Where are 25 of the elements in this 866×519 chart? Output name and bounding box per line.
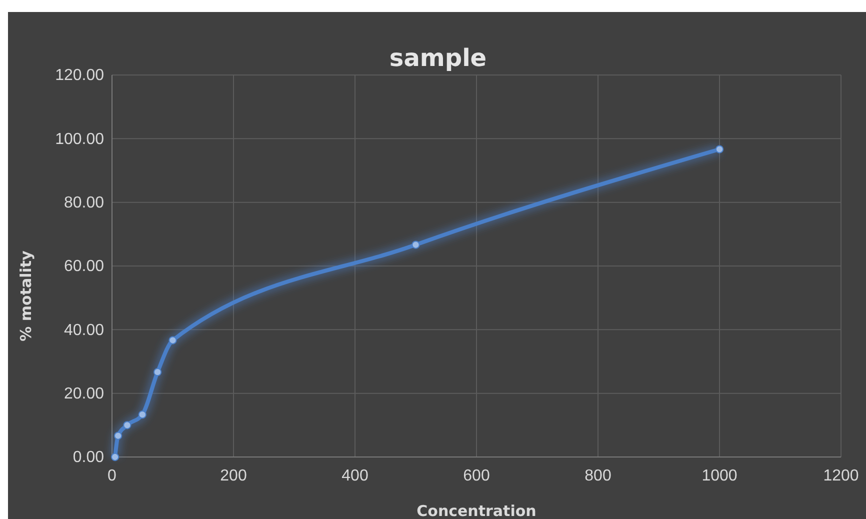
point xyxy=(123,421,132,430)
point xyxy=(412,240,420,249)
point xyxy=(715,145,724,154)
x-tick-label: 1000 xyxy=(702,467,738,484)
point xyxy=(110,452,120,462)
y-axis-title: % motality xyxy=(17,250,35,342)
chart-title: sample xyxy=(389,44,487,72)
point xyxy=(153,368,162,376)
y-tick-label: 80.00 xyxy=(64,194,104,212)
x-tick-label: 200 xyxy=(220,467,247,484)
y-tick-label: 60.00 xyxy=(64,258,104,276)
x-tick-label: 600 xyxy=(463,467,490,484)
point xyxy=(138,410,146,419)
y-tick-label: 0.00 xyxy=(72,449,104,466)
x-axis-title: Concentration xyxy=(416,502,536,519)
point xyxy=(168,336,177,344)
y-tick-label: 20.00 xyxy=(64,385,104,402)
point xyxy=(114,432,122,440)
x-tick-label: 1200 xyxy=(823,467,859,484)
x-tick-label: 400 xyxy=(342,467,368,484)
y-tick-label: 120.00 xyxy=(55,67,104,84)
x-tick-label: 800 xyxy=(584,467,612,484)
y-tick-label: 40.00 xyxy=(64,322,104,339)
x-tick-label: 0 xyxy=(108,467,117,484)
y-tick-label: 100.00 xyxy=(55,130,104,148)
